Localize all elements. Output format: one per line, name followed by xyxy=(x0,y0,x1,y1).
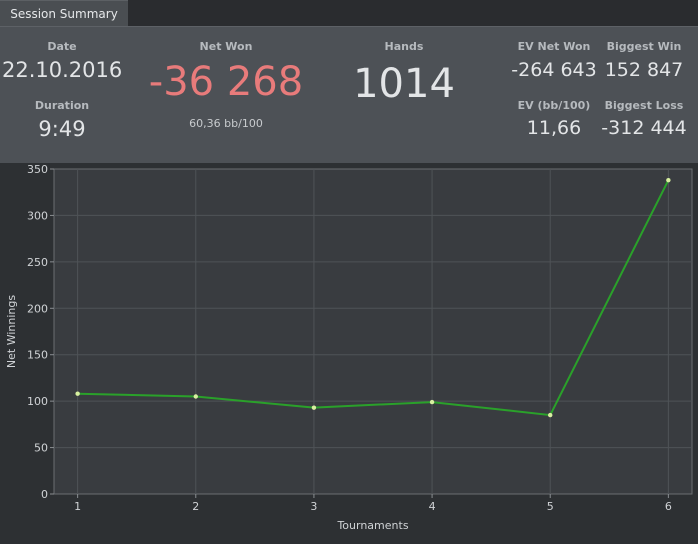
y-tick-label: 200 xyxy=(27,302,48,315)
x-tick-label: 4 xyxy=(429,500,436,513)
hands-value: 1014 xyxy=(353,61,455,107)
duration-label: Duration xyxy=(34,99,90,112)
y-tick-label: 0 xyxy=(41,488,48,501)
plot-area xyxy=(53,168,693,495)
duration-value: 9:49 xyxy=(38,117,86,141)
ev-net-won-value: -264 643 xyxy=(511,59,597,81)
x-tick-label: 6 xyxy=(665,500,672,513)
biggest-win-value: 152 847 xyxy=(604,59,684,81)
hands-label: Hands xyxy=(384,40,424,53)
data-point xyxy=(548,412,553,418)
session-summary-panel: Date 22.10.2016 Duration 9:49 Net Won -3… xyxy=(0,26,698,164)
y-axis-label: Net Winnings xyxy=(5,295,18,368)
data-point xyxy=(311,405,317,410)
x-tick-label: 1 xyxy=(74,500,81,513)
x-tick-label: 5 xyxy=(547,500,554,513)
date-value: 22.10.2016 xyxy=(2,58,123,82)
date-label: Date xyxy=(47,40,77,53)
y-tick-label: 350 xyxy=(27,163,48,176)
y-tick-label: 300 xyxy=(27,209,48,222)
ev-bb100-label: EV (bb/100) xyxy=(517,99,591,112)
y-tick-label: 250 xyxy=(27,256,48,269)
y-tick-label: 150 xyxy=(27,349,48,362)
net-won-label: Net Won xyxy=(199,40,253,53)
biggest-win-label: Biggest Win xyxy=(606,40,682,53)
series-points xyxy=(75,177,671,418)
tab-bar: Session Summary xyxy=(0,0,698,27)
data-point xyxy=(666,177,671,183)
gridlines xyxy=(54,169,692,494)
x-axis-label: Tournaments xyxy=(336,519,408,532)
x-tick-label: 2 xyxy=(192,500,199,513)
y-tick-label: 100 xyxy=(27,395,48,408)
tab-session-summary[interactable]: Session Summary xyxy=(0,0,128,27)
data-point xyxy=(75,391,80,396)
data-point xyxy=(193,394,198,399)
ev-bb100-value: 11,66 xyxy=(526,117,582,139)
net-won-value: -36 268 xyxy=(148,59,304,105)
y-axis-ticks: 0 50 100 150 200 250 300 350 xyxy=(27,163,54,501)
y-tick-label: 50 xyxy=(34,442,48,455)
x-axis-ticks: 1 2 3 4 5 6 xyxy=(74,494,672,513)
net-winnings-chart: 0 50 100 150 200 250 300 350 1 2 3 4 5 6 Tournaments… xyxy=(0,163,698,540)
data-point xyxy=(429,399,435,405)
net-won-bb100: 60,36 bb/100 xyxy=(189,117,263,130)
series-line xyxy=(77,179,670,417)
x-tick-label: 3 xyxy=(310,500,317,513)
biggest-loss-label: Biggest Loss xyxy=(604,99,684,112)
chart-svg: 0 50 100 150 200 250 300 350 1 2 3 4 5 6 Tournaments… xyxy=(5,163,693,532)
biggest-loss-value: -312 444 xyxy=(601,117,687,139)
ev-net-won-label: EV Net Won xyxy=(517,40,591,53)
